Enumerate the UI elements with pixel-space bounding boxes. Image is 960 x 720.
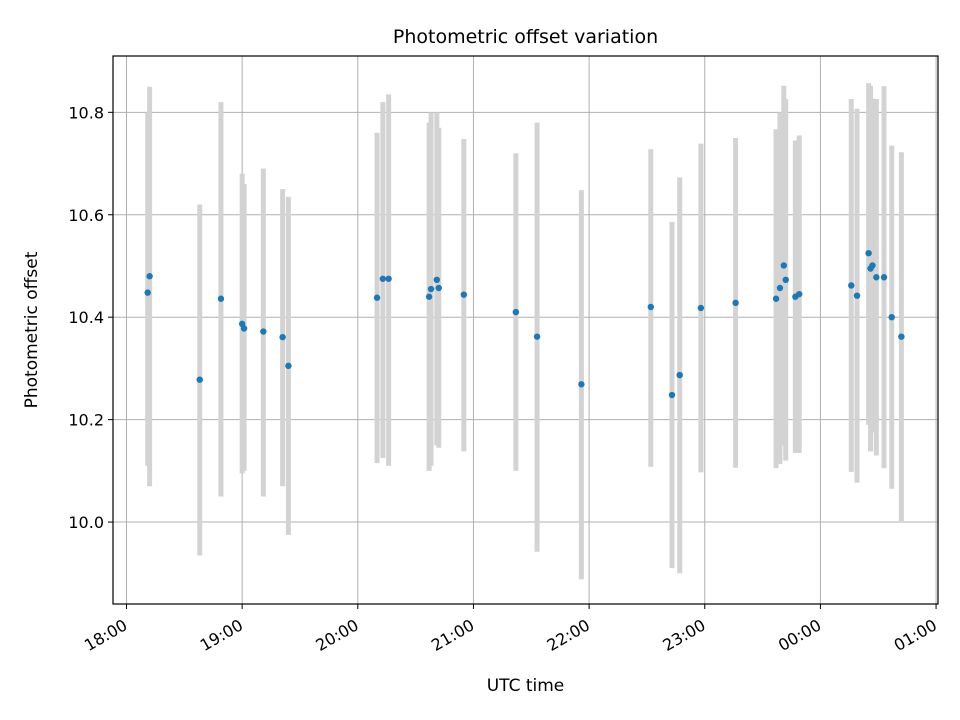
- data-point: [285, 362, 292, 370]
- data-point: [196, 376, 203, 383]
- y-tick-label: 10.8: [68, 103, 104, 122]
- data-point: [435, 284, 442, 292]
- data-point: [676, 371, 683, 379]
- data-point: [279, 333, 286, 341]
- data-point: [433, 276, 441, 284]
- data-point: [869, 262, 876, 269]
- data-point: [853, 292, 861, 299]
- data-point: [240, 325, 248, 332]
- data-point: [782, 276, 789, 284]
- x-tick-label: 19:00: [197, 615, 246, 655]
- data-point: [880, 274, 888, 281]
- data-point: [427, 285, 435, 293]
- data-point: [888, 313, 895, 321]
- data-point: [647, 303, 654, 311]
- y-axis-label: Photometric offset: [22, 251, 42, 408]
- data-point: [697, 304, 705, 312]
- data-points: [144, 249, 905, 399]
- data-point: [373, 294, 381, 301]
- data-point: [772, 295, 780, 302]
- data-point: [146, 273, 153, 280]
- data-point: [796, 290, 803, 298]
- x-tick-label: 21:00: [428, 615, 477, 655]
- x-tick-label: 23:00: [659, 615, 708, 655]
- y-tick-label: 10.4: [68, 308, 104, 327]
- data-point: [578, 381, 585, 388]
- data-point: [668, 391, 676, 399]
- data-point: [873, 274, 880, 281]
- data-point: [776, 284, 784, 292]
- data-point: [848, 282, 855, 289]
- y-tick-label: 10.6: [68, 206, 104, 225]
- x-tick-label: 20:00: [312, 615, 361, 655]
- x-axis-label: UTC time: [487, 676, 565, 696]
- data-point: [385, 275, 392, 282]
- data-point: [217, 295, 225, 302]
- y-tick-label: 10.2: [68, 411, 104, 430]
- data-point: [732, 299, 739, 307]
- data-point: [780, 262, 787, 269]
- x-tick-label: 00:00: [775, 615, 824, 655]
- grid-lines: [113, 56, 938, 604]
- data-point: [260, 328, 267, 335]
- data-point: [865, 249, 872, 257]
- chart-title: Photometric offset variation: [393, 26, 658, 48]
- data-point: [533, 333, 541, 340]
- data-point: [512, 308, 520, 316]
- data-point: [425, 293, 433, 300]
- data-point: [144, 289, 151, 296]
- data-point: [898, 333, 905, 340]
- x-tick-label: 18:00: [81, 615, 130, 655]
- y-tick-label: 10.0: [68, 513, 104, 532]
- data-point: [460, 291, 468, 298]
- x-tick-label: 01:00: [891, 615, 940, 655]
- plot-frame: [112, 55, 939, 605]
- x-tick-label: 22:00: [544, 615, 593, 655]
- data-point: [379, 275, 387, 282]
